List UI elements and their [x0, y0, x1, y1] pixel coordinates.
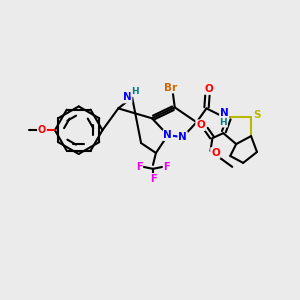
Text: O: O	[38, 125, 46, 135]
Text: F: F	[136, 162, 142, 172]
Text: Br: Br	[164, 82, 177, 93]
Text: O: O	[196, 120, 205, 130]
Text: N: N	[164, 130, 172, 140]
Text: N: N	[123, 92, 132, 103]
Text: F: F	[150, 174, 156, 184]
Text: N: N	[220, 108, 229, 118]
Text: O: O	[204, 84, 213, 94]
Text: F: F	[164, 162, 170, 172]
Text: S: S	[253, 110, 261, 120]
Text: N: N	[178, 132, 187, 142]
Text: H: H	[131, 87, 139, 96]
Text: H: H	[220, 118, 227, 127]
Text: O: O	[211, 148, 220, 158]
